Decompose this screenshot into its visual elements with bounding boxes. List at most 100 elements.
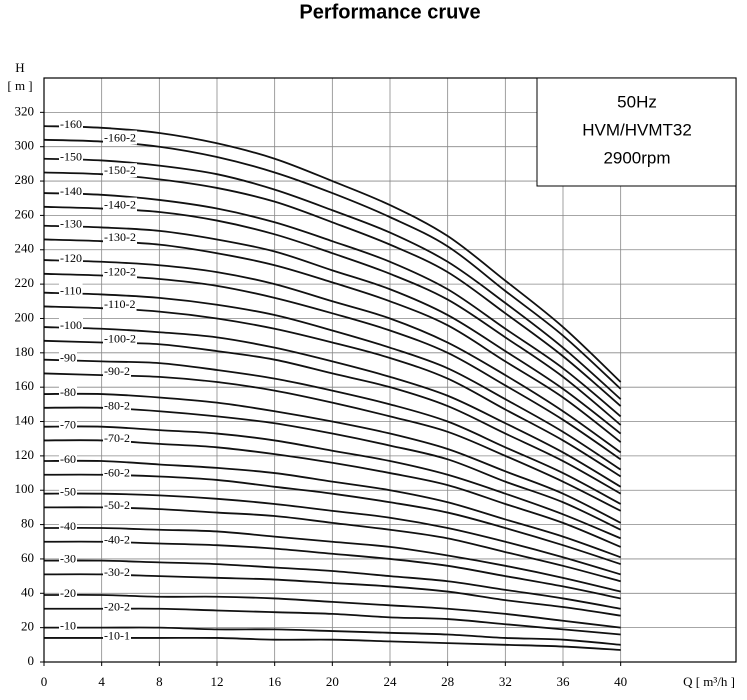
curve-label: -50-2 <box>104 498 130 512</box>
curve-label-bg <box>59 149 83 164</box>
y-tick-label: 180 <box>15 344 35 359</box>
curve-label-bg <box>103 230 137 245</box>
pump-curve <box>43 171 622 407</box>
pump-curve <box>43 138 622 390</box>
pump-curve <box>43 339 622 495</box>
curve-label-bg <box>103 331 137 346</box>
curve-label-bg <box>103 628 131 643</box>
pump-curve <box>44 607 621 636</box>
curve-label-bg <box>103 599 131 614</box>
x-tick-label: 16 <box>268 674 282 689</box>
curve-label-bg <box>103 364 131 379</box>
curve-label: -50 <box>60 484 76 498</box>
y-tick-label: 100 <box>15 481 35 496</box>
curve-label: -90-2 <box>104 364 130 378</box>
curve-label: -40 <box>60 519 76 533</box>
curve-label-bg <box>59 618 77 633</box>
y-tick-label: 320 <box>15 103 35 118</box>
curve-label-bg <box>59 518 77 533</box>
curves: -160 -160-2 -150 -150-2 -140 -140-2 -130 -130-2… <box>43 116 622 651</box>
x-tick-label: 20 <box>326 674 339 689</box>
curve-label: -100 <box>60 318 82 332</box>
curve-label: -140-2 <box>104 198 136 212</box>
info-line: 2900rpm <box>603 148 670 167</box>
curve-label: -160 <box>60 117 82 131</box>
curve-label: -120-2 <box>104 265 136 279</box>
curve-label: -80 <box>60 385 76 399</box>
pump-curve <box>43 272 622 461</box>
curve-label-bg <box>59 116 83 131</box>
y-tick-label: 220 <box>15 275 35 290</box>
curve-label: -90 <box>60 350 76 364</box>
curve-label: -110 <box>60 283 82 297</box>
curve-label: -30-2 <box>104 565 130 579</box>
x-tick-label: 32 <box>499 674 512 689</box>
pump-curve <box>44 636 621 651</box>
pump-curve <box>43 559 621 610</box>
curve-label: -10 <box>60 618 76 632</box>
x-tick-label: 8 <box>156 674 163 689</box>
x-tick-label: 40 <box>614 674 627 689</box>
curve-label: -20-2 <box>104 600 130 614</box>
y-tick-label: 80 <box>21 516 34 531</box>
curve-label-bg <box>59 451 77 466</box>
y-axis-unit: [ m ] <box>7 78 32 93</box>
curve-label-bg <box>59 283 83 298</box>
curve-label-bg <box>103 532 131 547</box>
pump-curve <box>43 406 622 531</box>
pump-curve <box>43 372 622 512</box>
x-tick-label: 4 <box>98 674 105 689</box>
pump-curve <box>43 459 621 559</box>
curve-label: -130-2 <box>104 230 136 244</box>
chart-title: Performance cruve <box>299 1 480 23</box>
y-tick-label: 160 <box>15 378 35 393</box>
y-tick-label: 0 <box>28 653 35 668</box>
curve-label: -20 <box>60 586 76 600</box>
curve-label: -10-1 <box>104 629 130 643</box>
pump-curve <box>44 626 621 646</box>
curve-label: -140 <box>60 184 82 198</box>
curve-label: -80-2 <box>104 399 130 413</box>
pump-curve <box>43 540 621 600</box>
curve-label-bg <box>103 297 137 312</box>
y-tick-label: 300 <box>15 138 35 153</box>
pump-curve <box>43 573 621 617</box>
info-line: 50Hz <box>617 92 657 111</box>
x-tick-label: 24 <box>384 674 398 689</box>
curve-label-bg <box>59 484 77 499</box>
y-axis-label: H <box>15 60 24 75</box>
curve-label: -110-2 <box>104 297 136 311</box>
curve-label: -150 <box>60 149 82 163</box>
curve-label-bg <box>59 384 77 399</box>
curve-label: -150-2 <box>104 163 136 177</box>
curve-label-bg <box>103 565 131 580</box>
curve-label: -70-2 <box>104 431 130 445</box>
info-box-frame <box>536 77 737 187</box>
curve-label-bg <box>103 197 137 212</box>
curve-label: -120 <box>60 251 82 265</box>
pump-curve <box>43 392 622 524</box>
pump-curve <box>43 473 621 565</box>
pump-curve <box>43 305 622 478</box>
curve-label: -40-2 <box>104 533 130 547</box>
info-line: HVM/HVMT32 <box>582 120 692 139</box>
pump-curve <box>43 593 621 629</box>
pump-curve <box>43 439 622 548</box>
y-tick-label: 120 <box>15 447 35 462</box>
curve-label-bg <box>59 417 77 432</box>
y-tick-label: 20 <box>21 619 34 634</box>
y-tick-label: 280 <box>15 172 35 187</box>
curve-label-bg <box>59 551 77 566</box>
y-tick-label: 200 <box>15 309 35 324</box>
pump-curve <box>43 157 622 400</box>
x-axis-label: Q [ m³/h ] <box>683 674 735 689</box>
pump-curve <box>43 125 622 383</box>
x-tick-label: 12 <box>211 674 224 689</box>
curve-label-bg <box>59 183 83 198</box>
pump-curve <box>43 506 621 583</box>
curve-label-bg <box>59 585 77 600</box>
pump-curve <box>43 326 622 488</box>
curve-label-bg <box>103 264 137 279</box>
pump-curve <box>43 358 622 505</box>
